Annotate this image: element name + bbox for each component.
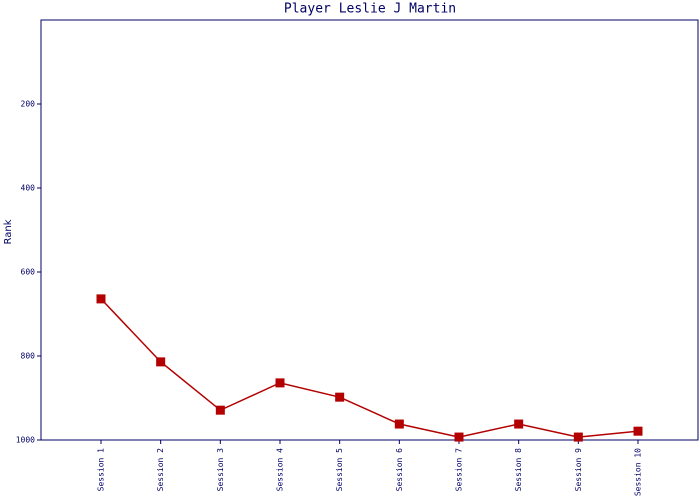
marker: [156, 357, 166, 367]
chart-title: Player Leslie J Martin: [284, 2, 456, 17]
x-tick-label: Session 7: [455, 448, 464, 492]
x-tick-label: Session 10: [634, 448, 643, 496]
y-tick-label: 1000: [16, 436, 35, 445]
y-tick-label: 200: [21, 100, 36, 109]
y-tick-label: 600: [21, 268, 36, 277]
x-tick-label: Session 8: [514, 448, 523, 492]
marker: [633, 426, 643, 436]
y-tick-label: 800: [21, 352, 36, 361]
marker: [394, 419, 404, 429]
x-tick-label: Session 4: [276, 448, 285, 492]
y-tick-label: 400: [21, 184, 36, 193]
marker: [275, 378, 285, 388]
marker: [96, 294, 106, 304]
x-tick-label: Session 1: [97, 448, 106, 492]
marker: [454, 432, 464, 442]
x-tick-label: Session 5: [335, 448, 344, 492]
line: [100, 298, 639, 438]
x-tick-label: Session 9: [574, 448, 583, 492]
marker: [573, 432, 583, 442]
x-tick-label: Session 6: [395, 448, 404, 492]
marker: [215, 405, 225, 415]
marker: [335, 392, 345, 402]
x-tick-label: Session 3: [216, 448, 225, 492]
plot-frame: [40, 19, 699, 441]
marker: [514, 419, 524, 429]
x-tick-label: Session 2: [156, 448, 165, 492]
y-axis-label: Rank: [3, 219, 14, 244]
